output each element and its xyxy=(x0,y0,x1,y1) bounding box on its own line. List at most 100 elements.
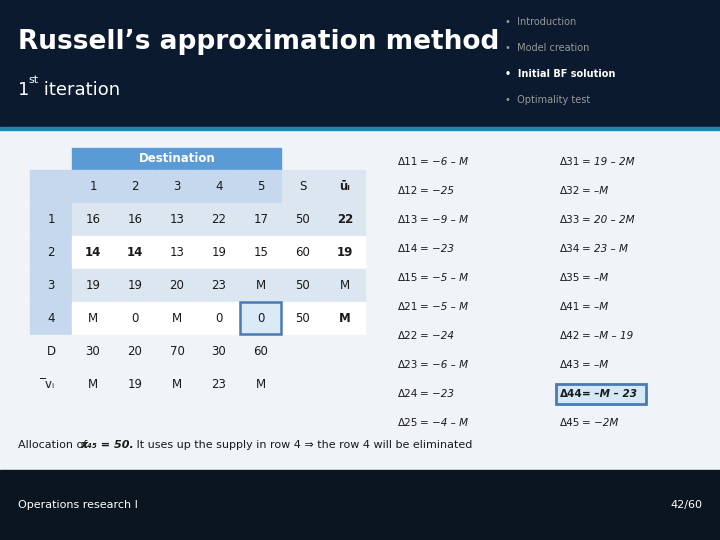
Text: 3: 3 xyxy=(48,279,55,292)
Bar xyxy=(240,236,281,268)
Text: Δ33: Δ33 xyxy=(560,215,580,225)
Text: 14: 14 xyxy=(127,246,143,259)
Bar xyxy=(30,269,71,301)
Text: Δ21: Δ21 xyxy=(398,302,418,312)
Bar xyxy=(72,368,113,400)
Text: = 19 – 2M: = 19 – 2M xyxy=(582,157,634,167)
Bar xyxy=(198,335,239,367)
Text: = −24: = −24 xyxy=(420,331,454,341)
Text: Δ23: Δ23 xyxy=(398,360,418,370)
Text: M: M xyxy=(172,378,182,391)
Bar xyxy=(114,203,155,235)
Text: Russell’s approximation method: Russell’s approximation method xyxy=(18,29,500,55)
Text: 1: 1 xyxy=(48,213,55,226)
Text: 19: 19 xyxy=(212,246,227,259)
Text: 30: 30 xyxy=(212,345,226,358)
Text: S: S xyxy=(300,180,307,193)
Bar xyxy=(324,170,365,202)
Text: 22: 22 xyxy=(212,213,227,226)
Text: M: M xyxy=(339,312,351,325)
Bar xyxy=(30,335,71,367)
Text: 50: 50 xyxy=(296,213,310,226)
Bar xyxy=(30,203,71,235)
Bar xyxy=(282,203,323,235)
Bar xyxy=(0,127,720,130)
Bar xyxy=(282,368,323,400)
Text: M: M xyxy=(340,279,350,292)
Text: 19: 19 xyxy=(86,279,101,292)
Bar xyxy=(324,368,365,400)
Bar xyxy=(282,335,323,367)
Text: 4: 4 xyxy=(215,180,222,193)
Bar xyxy=(282,170,323,202)
Text: Δ43: Δ43 xyxy=(560,360,580,370)
Text: 14: 14 xyxy=(85,246,102,259)
Text: = 23 – M: = 23 – M xyxy=(582,244,628,254)
Text: = −6 – M: = −6 – M xyxy=(420,360,468,370)
Text: Δ25: Δ25 xyxy=(398,418,418,428)
Bar xyxy=(556,384,646,404)
Bar xyxy=(324,302,365,334)
Text: = −25: = −25 xyxy=(420,186,454,196)
Text: 19: 19 xyxy=(337,246,354,259)
Text: 1: 1 xyxy=(18,81,30,99)
Bar xyxy=(72,236,113,268)
Bar xyxy=(114,368,155,400)
Text: 60: 60 xyxy=(296,246,310,259)
Text: = −2M: = −2M xyxy=(582,418,618,428)
Bar xyxy=(240,269,281,301)
Text: 5: 5 xyxy=(257,180,265,193)
Text: 13: 13 xyxy=(170,213,184,226)
Bar xyxy=(72,302,113,334)
Bar xyxy=(114,236,155,268)
Text: •  Optimality test: • Optimality test xyxy=(505,95,590,105)
Bar xyxy=(324,269,365,301)
Text: = –M: = –M xyxy=(582,360,608,370)
Text: 16: 16 xyxy=(127,213,143,226)
Text: = −6 – M: = −6 – M xyxy=(420,157,468,167)
Bar xyxy=(282,236,323,268)
Text: 50: 50 xyxy=(296,279,310,292)
Text: 30: 30 xyxy=(86,345,100,358)
Text: 17: 17 xyxy=(253,213,269,226)
Text: = −5 – M: = −5 – M xyxy=(420,273,468,283)
Bar xyxy=(324,335,365,367)
Text: Δ34: Δ34 xyxy=(560,244,580,254)
Bar xyxy=(72,170,113,202)
Text: It uses up the supply in row 4 ⇒ the row 4 will be eliminated: It uses up the supply in row 4 ⇒ the row… xyxy=(133,440,472,450)
Text: 16: 16 xyxy=(86,213,101,226)
Text: Δ31: Δ31 xyxy=(560,157,580,167)
Text: M: M xyxy=(88,312,98,325)
Text: = −23: = −23 xyxy=(420,244,454,254)
Text: 23: 23 xyxy=(212,279,226,292)
Bar xyxy=(198,269,239,301)
Text: iteration: iteration xyxy=(38,81,120,99)
Bar xyxy=(156,170,197,202)
Bar xyxy=(198,203,239,235)
Text: Δ15: Δ15 xyxy=(398,273,418,283)
Text: = –M – 19: = –M – 19 xyxy=(582,331,634,341)
Text: 19: 19 xyxy=(127,378,143,391)
Bar xyxy=(198,368,239,400)
Text: 22: 22 xyxy=(337,213,353,226)
Text: 50: 50 xyxy=(296,312,310,325)
Text: 70: 70 xyxy=(170,345,184,358)
Bar xyxy=(240,203,281,235)
Bar xyxy=(30,302,71,334)
Text: 1: 1 xyxy=(89,180,96,193)
Text: Δ12: Δ12 xyxy=(398,186,418,196)
Text: 23: 23 xyxy=(212,378,226,391)
Text: ūᵢ: ūᵢ xyxy=(340,180,351,193)
Bar xyxy=(114,302,155,334)
Text: Δ22: Δ22 xyxy=(398,331,418,341)
Text: = −9 – M: = −9 – M xyxy=(420,215,468,225)
Bar xyxy=(240,368,281,400)
Text: •  Model creation: • Model creation xyxy=(505,43,590,53)
Text: Allocation of: Allocation of xyxy=(18,440,91,450)
Text: 3: 3 xyxy=(174,180,181,193)
Text: = –M: = –M xyxy=(582,186,608,196)
Text: Δ42: Δ42 xyxy=(560,331,580,341)
Text: Δ11: Δ11 xyxy=(398,157,418,167)
Text: Δ45: Δ45 xyxy=(560,418,580,428)
Bar xyxy=(198,236,239,268)
